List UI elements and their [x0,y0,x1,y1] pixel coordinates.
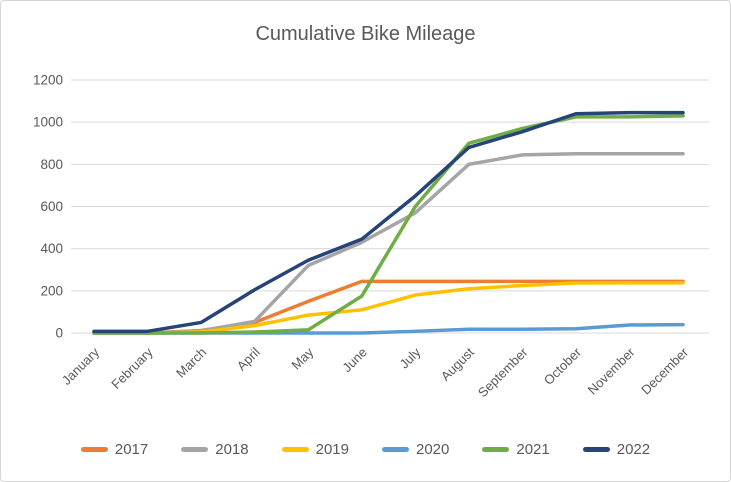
legend-swatch-2017 [80,447,108,452]
legend-label-2021: 2021 [516,441,550,458]
legend-swatch-2018 [181,447,209,452]
x-tick-label: October [541,344,585,388]
legend-item-2019: 2019 [281,441,349,458]
legend-label-2018: 2018 [215,441,249,458]
legend-swatch-2020 [382,447,409,452]
y-tick-label: 1200 [33,73,63,88]
x-tick-label: August [438,344,477,383]
x-tick-label: July [396,344,423,371]
x-tick-label: December [638,344,691,397]
legend-item-2022: 2022 [582,441,651,458]
legend-swatch-2021 [482,447,510,452]
x-tick-label: January [59,344,103,388]
legend-swatch-2022 [582,447,610,452]
x-tick-label: April [234,344,263,373]
y-tick-label: 1000 [33,115,63,130]
series-line-2021 [92,114,685,335]
chart-legend: 2017 2018 2019 2020 2021 2022 [1,441,730,458]
legend-item-2021: 2021 [482,441,550,458]
y-tick-label: 400 [40,241,63,256]
y-tick-label: 0 [55,326,63,341]
legend-label-2020: 2020 [416,441,450,458]
x-tick-label: February [108,344,156,392]
legend-label-2022: 2022 [616,441,651,458]
y-tick-label: 800 [40,157,63,172]
chart-title: Cumulative Bike Mileage [255,23,476,45]
legend-item-2018: 2018 [181,441,249,458]
x-tick-label: June [339,345,370,376]
x-tick-label: September [475,344,531,400]
legend-swatch-2019 [281,447,309,452]
series-line-2018 [92,152,685,335]
x-tick-label: November [585,344,638,397]
legend-item-2017: 2017 [80,441,149,458]
legend-label-2019: 2019 [315,441,349,458]
legend-item-2020: 2020 [382,441,449,458]
x-tick-label: March [173,345,209,381]
y-tick-label: 600 [40,199,63,214]
y-tick-label: 200 [40,283,63,298]
series-line-2022 [92,110,685,334]
legend-label-2017: 2017 [114,441,149,458]
x-tick-label: May [288,344,316,372]
